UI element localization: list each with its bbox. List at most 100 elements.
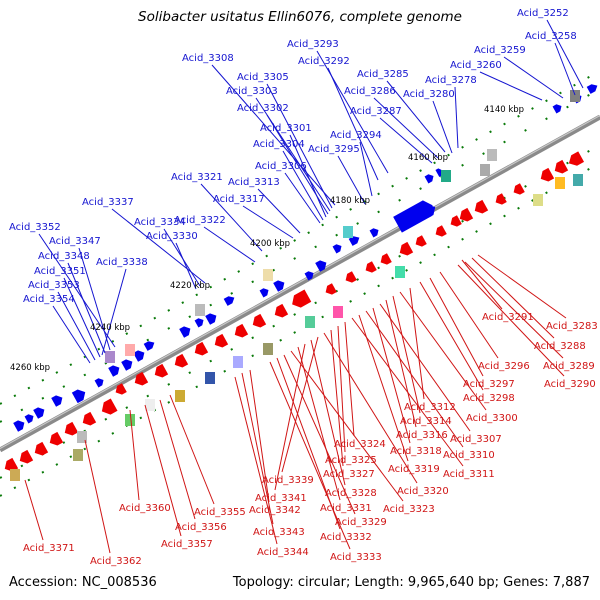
forward-gene-label[interactable]: Acid_3285 [357,69,409,80]
reverse-gene-label[interactable]: Acid_3289 [543,361,595,372]
forward-gene-arrow [259,288,269,298]
reverse-gene-arrow [64,421,79,436]
reverse-gene-label[interactable]: Acid_3324 [334,439,386,450]
rna-feature-block [305,316,315,328]
reverse-gene-label[interactable]: Acid_3288 [534,341,586,352]
reverse-gene-label[interactable]: Acid_3296 [478,361,530,372]
forward-gene-label[interactable]: Acid_3305 [237,72,289,83]
reverse-gene-leader-line [290,350,404,502]
forward-gene-label[interactable]: Acid_3292 [298,56,350,67]
forward-gene-label[interactable]: Acid_3337 [82,197,134,208]
forward-gene-label[interactable]: Acid_3306 [255,161,307,172]
forward-gene-label[interactable]: Acid_3304 [253,139,305,150]
forward-gene-label[interactable]: Acid_3348 [38,251,90,262]
reverse-gene-label[interactable]: Acid_3297 [463,379,515,390]
rna-feature-block [233,356,243,368]
reverse-gene-arrow [540,167,555,182]
forward-gene-label[interactable]: Acid_3354 [23,294,75,305]
forward-gene-label[interactable]: Acid_3252 [517,8,569,19]
forward-gene-label[interactable]: Acid_3259 [474,45,526,56]
forward-gene-label[interactable]: Acid_3322 [174,215,226,226]
reverse-gene-label[interactable]: Acid_3332 [320,532,372,543]
forward-gene-label[interactable]: Acid_3258 [525,31,577,42]
forward-gene-label[interactable]: Acid_3280 [403,89,455,100]
reverse-gene-label[interactable]: Acid_3312 [404,402,456,413]
forward-gene-label[interactable]: Acid_3308 [182,53,234,64]
reverse-gene-arrow [4,457,19,472]
forward-gene-label[interactable]: Acid_3293 [287,39,339,50]
reverse-gene-label[interactable]: Acid_3341 [255,493,307,504]
forward-gene-label[interactable]: Acid_3347 [49,236,101,247]
forward-gene-label[interactable]: Acid_3338 [96,257,148,268]
reverse-gene-label[interactable]: Acid_3310 [443,450,495,461]
forward-gene-leader-line [242,205,294,239]
forward-gene-label[interactable]: Acid_3301 [260,123,312,134]
reverse-gene-label[interactable]: Acid_3328 [325,488,377,499]
reverse-gene-label[interactable]: Acid_3320 [397,486,449,497]
reverse-gene-label[interactable]: Acid_3355 [194,507,246,518]
reverse-gene-label[interactable]: Acid_3333 [330,552,382,563]
rna-feature-block [441,170,451,182]
reverse-gene-label[interactable]: Acid_3307 [450,434,502,445]
forward-gene-leader-line [479,71,543,101]
reverse-gene-arrow [134,371,149,386]
forward-gene-label[interactable]: Acid_3303 [226,86,278,97]
reverse-gene-label[interactable]: Acid_3329 [335,517,387,528]
reverse-gene-label[interactable]: Acid_3290 [544,379,596,390]
reverse-gene-arrow [345,271,357,283]
forward-gene-label[interactable]: Acid_3294 [330,130,382,141]
forward-gene-label[interactable]: Acid_3334 [134,217,186,228]
reverse-gene-label[interactable]: Acid_3344 [257,547,309,558]
forward-gene-label[interactable]: Acid_3353 [28,280,80,291]
forward-gene-label[interactable]: Acid_3260 [450,60,502,71]
reverse-gene-label[interactable]: Acid_3318 [390,446,442,457]
forward-gene-label[interactable]: Acid_3278 [425,75,477,86]
reverse-gene-label[interactable]: Acid_3362 [90,556,142,567]
reverse-gene-label[interactable]: Acid_3357 [161,539,213,550]
reverse-gene-label[interactable]: Acid_3323 [383,504,435,515]
reverse-gene-label[interactable]: Acid_3343 [253,527,305,538]
reverse-gene-label[interactable]: Acid_3356 [175,522,227,533]
forward-gene-leader-line [503,56,564,99]
reverse-gene-arrow [101,398,118,415]
reverse-gene-label[interactable]: Acid_3298 [463,393,515,404]
forward-gene-arrow [424,174,434,184]
reverse-gene-label[interactable]: Acid_3283 [546,321,598,332]
reverse-gene-label[interactable]: Acid_3371 [23,543,75,554]
reverse-gene-label[interactable]: Acid_3291 [482,312,534,323]
forward-gene-arrow [435,168,443,177]
forward-gene-label[interactable]: Acid_3330 [146,231,198,242]
reverse-gene-label[interactable]: Acid_3342 [249,505,301,516]
forward-gene-leader-line [111,208,206,284]
forward-gene-label[interactable]: Acid_3351 [34,266,86,277]
forward-gene-label[interactable]: Acid_3317 [213,194,265,205]
reverse-gene-arrow [474,199,489,214]
reverse-gene-leader-line [379,303,471,432]
forward-gene-leader-line [327,67,379,181]
rna-feature-block [343,226,353,238]
tick-label: 4240 kbp [90,323,130,333]
reverse-gene-label[interactable]: Acid_3300 [466,413,518,424]
reverse-gene-label[interactable]: Acid_3311 [443,469,495,480]
reverse-gene-arrow [568,151,585,166]
reverse-gene-label[interactable]: Acid_3327 [323,469,375,480]
forward-gene-label[interactable]: Acid_3286 [344,86,396,97]
reverse-gene-label[interactable]: Acid_3319 [388,464,440,475]
forward-gene-label[interactable]: Acid_3313 [228,177,280,188]
reverse-gene-label[interactable]: Acid_3331 [320,503,372,514]
reverse-gene-label[interactable]: Acid_3316 [396,430,448,441]
forward-gene-label[interactable]: Acid_3287 [350,106,402,117]
reverse-gene-label[interactable]: Acid_3360 [119,503,171,514]
reverse-gene-arrow [435,225,447,237]
reverse-gene-leader-line [351,317,464,467]
forward-gene-label[interactable]: Acid_3352 [9,222,61,233]
rna-feature-block [263,343,273,355]
reverse-gene-label[interactable]: Acid_3339 [262,475,314,486]
forward-gene-label[interactable]: Acid_3321 [171,172,223,183]
reverse-gene-label[interactable]: Acid_3325 [325,455,377,466]
forward-gene-label[interactable]: Acid_3295 [308,144,360,155]
forward-gene-leader-line [359,141,373,197]
forward-gene-label[interactable]: Acid_3302 [237,103,289,114]
reverse-gene-label[interactable]: Acid_3314 [400,416,452,427]
